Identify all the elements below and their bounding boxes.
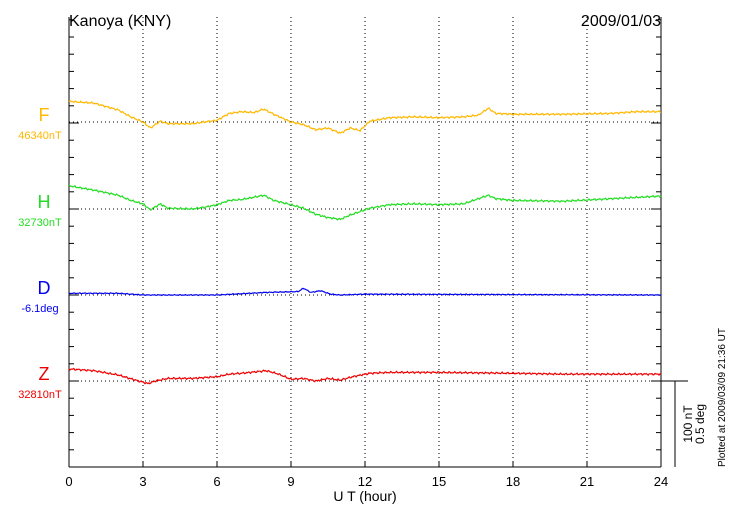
plotted-note: Plotted at 2009/03/09 21:36 UT: [717, 328, 728, 467]
x-tick-label: 0: [65, 474, 72, 489]
baseline-value-H: 32730nT: [18, 217, 62, 229]
x-tick-label: 18: [506, 474, 520, 489]
x-tick-label: 15: [432, 474, 446, 489]
baseline-value-D: -6.1deg: [21, 303, 58, 315]
series-name-Z: Z: [39, 364, 50, 384]
chart-title: Kanoya (KNY): [69, 13, 171, 30]
scale-deg-label: 0.5 deg: [693, 404, 707, 444]
x-axis-label: U T (hour): [333, 488, 396, 504]
series-line-F: [68, 99, 662, 134]
series-line-H: [68, 184, 662, 221]
scale-nt-label: 100 nT: [681, 405, 695, 443]
series-line-Z: [68, 367, 662, 385]
axes: 0 3 6 9 12 15 18 21 24: [65, 17, 668, 489]
scale-bar: 100 nT 0.5 deg: [661, 380, 707, 467]
x-tick-label: 9: [287, 474, 294, 489]
x-tick-label: 6: [213, 474, 220, 489]
series-labels: F 46340nT H 32730nT D -6.1deg Z 32810nT: [18, 105, 62, 401]
x-tick-label: 3: [139, 474, 146, 489]
series-name-D: D: [38, 278, 51, 298]
series-name-H: H: [38, 192, 51, 212]
series-group: [68, 99, 662, 385]
baseline-value-F: 46340nT: [18, 130, 62, 142]
x-tick-label: 21: [580, 474, 594, 489]
series-name-F: F: [39, 105, 50, 125]
grid: [69, 17, 661, 467]
x-tick-label: 12: [358, 474, 372, 489]
chart-date: 2009/01/03: [581, 13, 661, 30]
baseline-value-Z: 32810nT: [18, 389, 62, 401]
series-line-D: [68, 287, 662, 297]
x-tick-label: 24: [654, 474, 668, 489]
